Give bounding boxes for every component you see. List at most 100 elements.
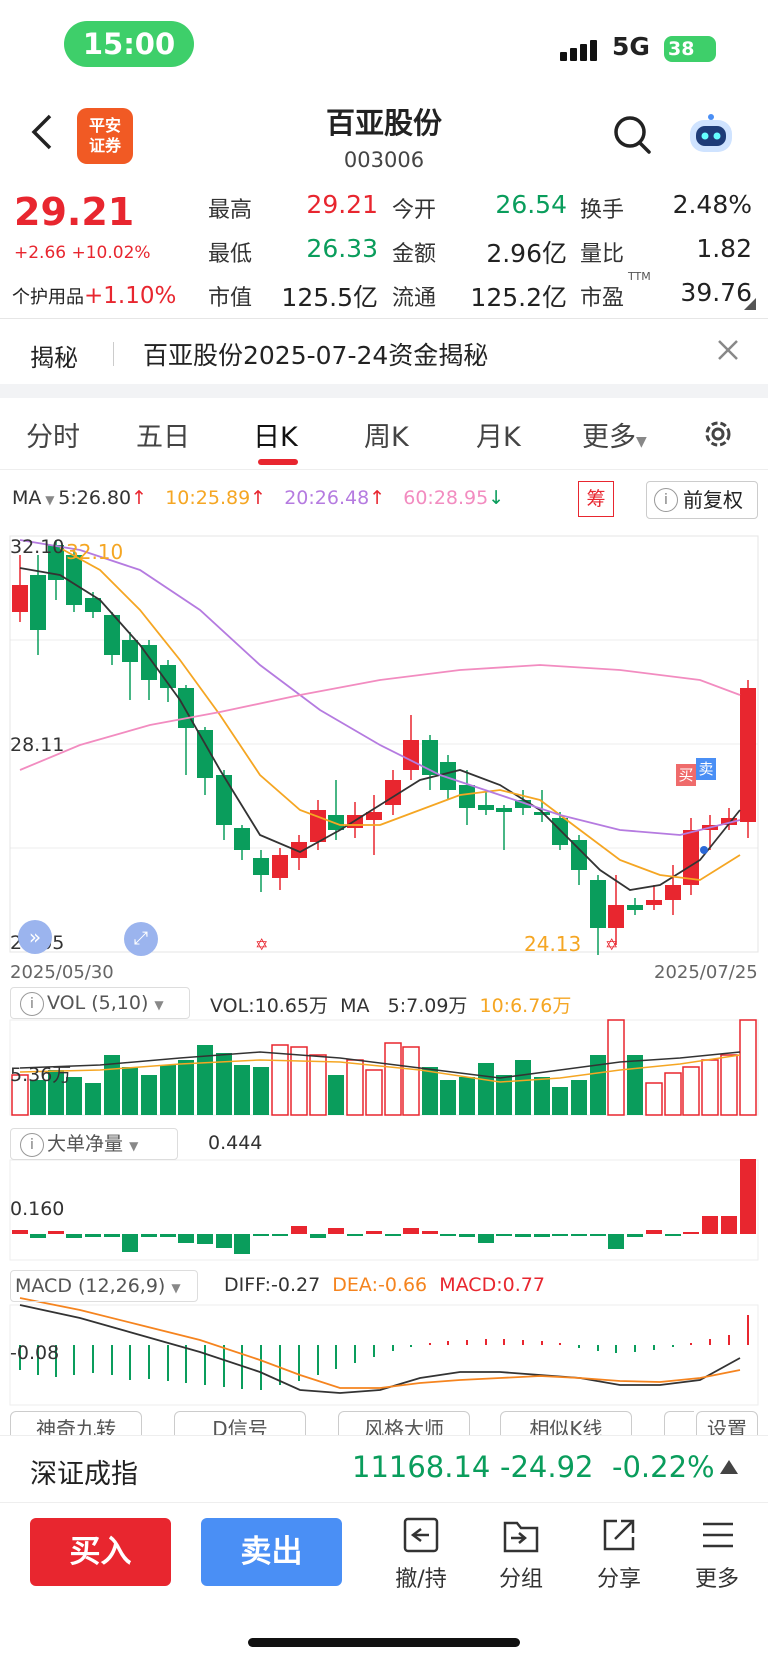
- network-type: 5G: [612, 32, 650, 61]
- industry-label: 个护用品: [12, 287, 84, 308]
- macd-diff: DIFF:-0.27: [224, 1274, 321, 1296]
- bigorder-bar: [48, 1231, 64, 1234]
- bigorder-indicator-selector[interactable]: 大单净量 ▼: [10, 1128, 178, 1160]
- buy-signal-marker[interactable]: 买: [676, 764, 696, 786]
- expand-up-icon[interactable]: [720, 1460, 738, 1474]
- candle-body: [478, 805, 494, 810]
- vol-indicator-selector[interactable]: VOL (5,10) ▼: [10, 987, 190, 1019]
- tab-intraday[interactable]: 分时: [26, 422, 80, 453]
- industry-change[interactable]: 个护用品+1.10%: [12, 283, 176, 309]
- candle-body: [234, 828, 250, 850]
- bigorder-frame: [9, 1159, 759, 1261]
- search-icon[interactable]: [612, 114, 652, 160]
- chip-distribution-button[interactable]: 筹: [578, 481, 614, 517]
- vol-bar: [365, 1069, 383, 1116]
- candle-body: [30, 575, 46, 630]
- candle-body: [740, 688, 756, 822]
- candle-body: [608, 905, 624, 928]
- tab-more[interactable]: 更多▼: [582, 415, 647, 454]
- buy-button[interactable]: 买入: [30, 1518, 171, 1586]
- vol-bar: [160, 1065, 176, 1115]
- active-tab-indicator: [258, 459, 298, 465]
- vol-bar: [720, 1054, 738, 1116]
- ma10-line: [59, 547, 741, 881]
- bigorder-label: 大单净量: [47, 1133, 124, 1155]
- candle-body: [646, 900, 662, 905]
- macd-diff-line: [19, 1304, 741, 1394]
- sell-signal-marker[interactable]: 卖: [696, 758, 716, 780]
- expand-corner-icon[interactable]: [744, 298, 756, 310]
- expand-left-icon[interactable]: »: [18, 920, 52, 954]
- bigorder-bar: [253, 1234, 269, 1236]
- macd-frame: [9, 1304, 759, 1406]
- macd-indicator-selector[interactable]: MACD (12,26,9) ▼: [10, 1270, 198, 1302]
- adjust-mode-button[interactable]: 前复权: [646, 481, 758, 519]
- caret-down-icon: ▼: [636, 434, 647, 450]
- ai-assistant-icon[interactable]: [686, 114, 736, 156]
- tab-daily-k[interactable]: 日K: [253, 422, 298, 453]
- ma60-value: 60:28.95: [403, 487, 489, 509]
- ma-legend: MA ▼ 5:26.80↑ 10:25.89↑ 20:26.48↑ 60:28.…: [12, 487, 504, 509]
- macd-values: DIFF:-0.27 DEA:-0.66 MACD:0.77: [224, 1274, 545, 1296]
- vol-axis: 5.36万: [10, 1064, 72, 1086]
- vol-bar: [30, 1080, 46, 1115]
- ma5-line: [19, 567, 741, 891]
- macd-dea-line: [19, 1297, 741, 1389]
- candle-body: [328, 815, 344, 830]
- info-icon: i: [20, 992, 44, 1016]
- bigorder-bar: [385, 1234, 401, 1236]
- bigorder-bar: [141, 1234, 157, 1237]
- low-marker: 24.13: [524, 932, 582, 956]
- battery-icon: 38: [664, 36, 716, 62]
- index-ticker[interactable]: [0, 1435, 768, 1502]
- sell-button[interactable]: 卖出: [201, 1518, 342, 1586]
- back-button[interactable]: [28, 112, 54, 156]
- tab-monthly-k[interactable]: 月K: [476, 422, 521, 453]
- y-axis-mid: 28.11: [10, 734, 65, 756]
- bigorder-bar: [627, 1234, 643, 1237]
- macd-axis: -0.08: [10, 1342, 60, 1364]
- tab-weekly-k[interactable]: 周K: [364, 422, 409, 453]
- vol-ma5: 5:7.09万: [387, 995, 468, 1017]
- cancel-hold-button[interactable]: 撤/持: [386, 1515, 456, 1593]
- candle-body: [216, 775, 232, 825]
- index-value: 11168.14: [352, 1450, 491, 1484]
- cancel-hold-icon: [403, 1517, 439, 1553]
- date-end: 2025/07/25: [654, 962, 758, 983]
- vol-bar: [627, 1055, 643, 1115]
- vol-bar: [534, 1077, 550, 1115]
- bigorder-bar: [30, 1234, 46, 1238]
- folder-icon: [503, 1521, 539, 1553]
- amount-label: 金额: [392, 242, 437, 267]
- tab-five-day[interactable]: 五日: [136, 422, 190, 453]
- candle-body: [104, 615, 120, 655]
- bigorder-bar: [683, 1232, 699, 1234]
- vol-ma5-line: [19, 1051, 741, 1079]
- vol-bar: [645, 1082, 663, 1116]
- fullscreen-icon[interactable]: ⤢: [124, 922, 158, 956]
- index-name: 深证成指: [30, 1459, 138, 1490]
- gear-icon[interactable]: [700, 416, 736, 456]
- battery-level: 38: [668, 38, 695, 60]
- more-label: 更多: [694, 1567, 739, 1592]
- candle-body: [683, 830, 699, 885]
- candle-body: [366, 812, 382, 820]
- vol-bar: [122, 1067, 138, 1115]
- candle-body: [665, 885, 681, 900]
- bigorder-bar: [160, 1234, 176, 1237]
- candle-body: [272, 855, 288, 878]
- share-button[interactable]: 分享: [584, 1515, 654, 1593]
- reveal-text[interactable]: 百亚股份2025-07-24资金揭秘: [143, 341, 489, 370]
- star-marker: ✡: [255, 935, 268, 954]
- vol-bar: [459, 1077, 475, 1115]
- broker-logo: 平安 证券: [77, 108, 133, 164]
- vol-ma-label: MA: [340, 995, 370, 1017]
- reveal-tag: 揭秘: [30, 344, 78, 372]
- close-icon[interactable]: [716, 338, 740, 366]
- candle-body: [422, 740, 438, 775]
- bigorder-value: 0.444: [208, 1132, 263, 1154]
- more-button[interactable]: 更多: [682, 1515, 752, 1593]
- vol-bar: [11, 1074, 29, 1116]
- vol-bar: [552, 1087, 568, 1115]
- group-button[interactable]: 分组: [486, 1515, 556, 1593]
